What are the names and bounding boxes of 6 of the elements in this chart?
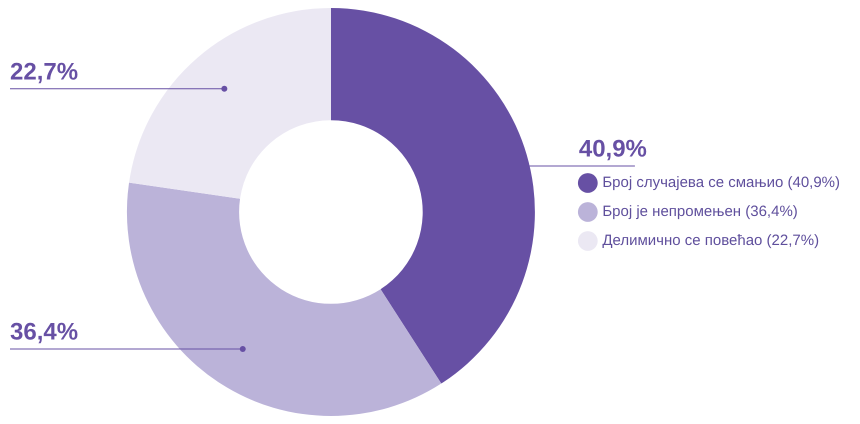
data-label: 40,9% xyxy=(578,136,647,163)
data-label: 36,4% xyxy=(10,318,78,346)
data-label: 22,7% xyxy=(10,58,78,86)
legend-label: Број је непромењен (36,4%) xyxy=(602,203,798,220)
legend-label: Број случајева се смањио (40,9%) xyxy=(602,174,840,192)
legend-label: Делимично се повећао (22,7%) xyxy=(602,232,820,250)
